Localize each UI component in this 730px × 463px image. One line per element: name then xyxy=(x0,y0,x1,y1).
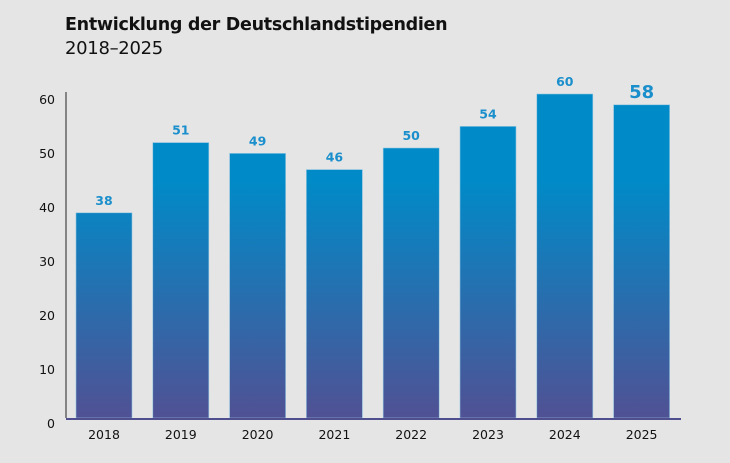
data-label-2019: 51 xyxy=(172,123,189,138)
bar-2020 xyxy=(229,153,286,419)
bar-2021 xyxy=(306,169,363,419)
chart-subtitle: 2018–2025 xyxy=(65,38,163,59)
y-tick-label: 20 xyxy=(39,308,55,323)
bar-2023 xyxy=(459,126,517,419)
x-tick-label: 2023 xyxy=(472,427,504,442)
bar-2022 xyxy=(382,147,440,419)
data-label-2025: 58 xyxy=(629,82,654,103)
y-tick-label: 60 xyxy=(39,92,55,107)
data-label-2022: 50 xyxy=(402,128,420,143)
x-tick-label: 2025 xyxy=(626,427,658,442)
y-tick-label: 0 xyxy=(47,416,55,431)
data-label-2021: 46 xyxy=(326,150,344,165)
data-label-2018: 38 xyxy=(95,193,112,208)
bar-2025 xyxy=(613,104,670,419)
y-tick-label: 40 xyxy=(39,200,55,215)
bar-2024 xyxy=(536,93,594,419)
data-label-2023: 54 xyxy=(479,106,497,121)
y-tick-label: 50 xyxy=(39,146,55,161)
x-tick-label: 2018 xyxy=(88,427,120,442)
bar-2018 xyxy=(75,212,133,419)
data-label-2020: 49 xyxy=(249,133,266,148)
y-tick-label: 10 xyxy=(39,362,55,377)
x-tick-label: 2024 xyxy=(549,427,581,442)
chart-title: Entwicklung der Deutschlandstipendien xyxy=(65,15,448,35)
x-tick-label: 2021 xyxy=(318,427,350,442)
data-label-2024: 60 xyxy=(556,74,574,89)
x-tick-label: 2020 xyxy=(242,427,274,442)
y-tick-label: 30 xyxy=(39,254,55,269)
bar-2019 xyxy=(152,142,210,419)
x-tick-label: 2022 xyxy=(395,427,427,442)
x-tick-label: 2019 xyxy=(165,427,197,442)
